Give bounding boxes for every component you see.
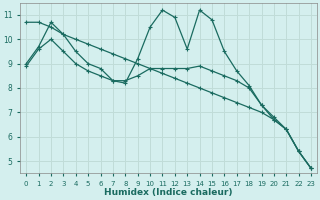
X-axis label: Humidex (Indice chaleur): Humidex (Indice chaleur) [104,188,233,197]
